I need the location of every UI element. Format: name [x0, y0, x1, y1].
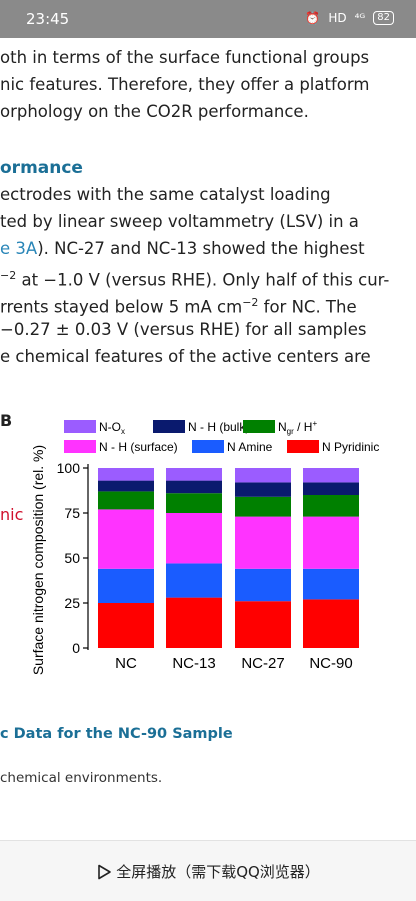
bar-segment-nc-3	[98, 491, 154, 510]
legend-entry: N Amine	[227, 440, 273, 454]
bar-segment-nc-27-4	[235, 482, 291, 497]
legend-swatch	[64, 420, 96, 433]
bar-segment-nc-0	[98, 603, 154, 648]
section-heading: ormance	[0, 158, 83, 178]
bar-segment-nc-27-1	[235, 568, 291, 602]
bar-segment-nc-1	[98, 568, 154, 603]
legend-swatch	[192, 440, 224, 453]
table-caption: chemical environments.	[0, 770, 163, 786]
bar-segment-nc-4	[98, 480, 154, 492]
legend-entry: Ngr / H+	[278, 419, 317, 436]
bar-segment-nc-13-4	[166, 480, 222, 494]
legend-entry: N Pyridinic	[322, 440, 379, 454]
y-tick-label: 0	[72, 640, 80, 656]
y-tick-label: 50	[64, 550, 80, 566]
body-line: −2 at −1.0 V (versus RHE). Only half of …	[0, 269, 390, 290]
y-axis-label: Surface nitrogen composition (rel. %)	[30, 445, 46, 675]
bar-segment-nc-27-0	[235, 601, 291, 648]
status-bar: 23:45 ⏰ HD ⁴ᴳ 82	[0, 0, 416, 38]
y-tick-label: 25	[64, 595, 80, 611]
fullscreen-play-button[interactable]: 全屏播放（需下载QQ浏览器）	[0, 861, 416, 882]
bar-segment-nc-90-0	[303, 599, 359, 648]
bar-segment-nc-13-3	[166, 493, 222, 513]
hd-badge: HD	[328, 11, 347, 25]
x-tick-label: NC	[115, 655, 137, 672]
bottom-bar: 全屏播放（需下载QQ浏览器）	[0, 840, 416, 901]
bar-segment-nc-90-1	[303, 568, 359, 600]
side-fragment: nic	[0, 505, 24, 524]
bars	[98, 468, 359, 648]
bar-segment-nc-27-3	[235, 496, 291, 517]
legend-swatch	[243, 420, 275, 433]
signal-icon: ⁴ᴳ	[354, 11, 366, 25]
battery-icon: 82	[373, 11, 394, 25]
bar-segment-nc-90-2	[303, 516, 359, 569]
nitrogen-composition-chart: Surface nitrogen composition (rel. %) N-…	[30, 419, 379, 675]
body-line: e chemical features of the active center…	[0, 347, 371, 366]
figure-panel-letter: B	[0, 411, 13, 430]
legend-entry: N - H (surface)	[99, 440, 178, 454]
y-tick-label: 100	[57, 460, 81, 476]
body-line: ectrodes with the same catalyst loading	[0, 185, 331, 204]
figure-link[interactable]: e 3A	[0, 239, 38, 258]
legend: N-Ox N - H (bulk) Ngr / H+ N - H (surface) N…	[64, 419, 379, 454]
bar-segment-nc-13-0	[166, 597, 222, 648]
bar-segment-nc-27-5	[235, 468, 291, 483]
bar-segment-nc-90-5	[303, 468, 359, 483]
legend-entry: N - H (bulk)	[188, 420, 249, 434]
fullscreen-play-label: 全屏播放（需下载QQ浏览器）	[116, 863, 320, 881]
bar-segment-nc-13-1	[166, 563, 222, 598]
x-tick-label: NC-90	[309, 655, 352, 672]
bar-segment-nc-2	[98, 509, 154, 569]
x-axis-labels: NC NC-13 NC-27 NC-90	[115, 655, 353, 672]
bar-segment-nc-13-2	[166, 513, 222, 564]
y-axis: 0 25 50 75 100	[57, 460, 89, 656]
status-icons: ⏰ HD ⁴ᴳ 82	[305, 11, 394, 25]
bar-segment-nc-90-4	[303, 482, 359, 495]
body-line: oth in terms of the surface functional g…	[0, 48, 370, 67]
table-heading: c Data for the NC-90 Sample	[0, 726, 233, 742]
bar-segment-nc-5	[98, 468, 154, 481]
x-tick-label: NC-13	[172, 655, 215, 672]
body-line: rrents stayed below 5 mA cm−2 for NC. Th…	[0, 296, 357, 317]
body-line: orphology on the CO2R performance.	[0, 102, 309, 121]
legend-entry: N-Ox	[99, 420, 125, 436]
body-line: −0.27 ± 0.03 V (versus RHE) for all samp…	[0, 320, 367, 339]
status-time: 23:45	[26, 10, 70, 28]
bar-segment-nc-13-5	[166, 468, 222, 481]
legend-swatch	[153, 420, 185, 433]
bar-segment-nc-27-2	[235, 516, 291, 569]
x-tick-label: NC-27	[241, 655, 284, 672]
body-line: nic features. Therefore, they offer a pl…	[0, 75, 370, 94]
alarm-icon: ⏰	[305, 11, 321, 25]
legend-swatch	[64, 440, 96, 453]
body-line: ted by linear sweep voltammetry (LSV) in…	[0, 212, 359, 231]
play-icon	[98, 864, 111, 880]
y-tick-label: 75	[64, 505, 80, 521]
bar-segment-nc-90-3	[303, 495, 359, 517]
body-line: e 3A). NC-27 and NC-13 showed the highes…	[0, 239, 365, 258]
legend-swatch	[287, 440, 319, 453]
